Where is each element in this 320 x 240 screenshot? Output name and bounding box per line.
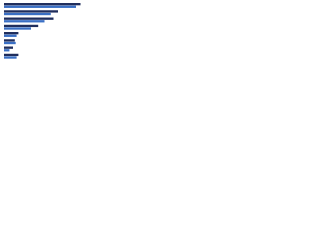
- bar: [4, 32, 19, 35]
- chart: [4, 3, 81, 59]
- bar: [4, 41, 16, 45]
- bar: [4, 34, 17, 37]
- bar: [4, 27, 31, 30]
- bar: [4, 10, 58, 13]
- bar: [4, 49, 10, 52]
- bar: [4, 39, 15, 42]
- bar: [4, 17, 54, 20]
- bar: [4, 24, 39, 28]
- bar: [4, 53, 19, 57]
- bar: [4, 5, 76, 8]
- bar: [4, 46, 13, 49]
- bar: [4, 12, 51, 16]
- bar: [4, 56, 17, 59]
- bar: [4, 20, 45, 23]
- bar: [4, 3, 81, 6]
